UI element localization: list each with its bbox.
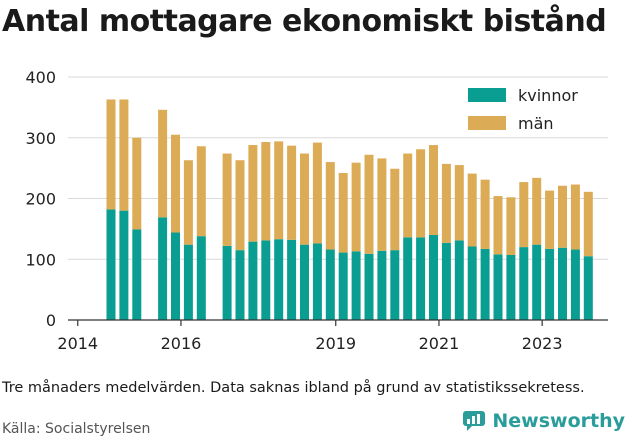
bar-man	[532, 177, 542, 245]
bar-man	[274, 141, 284, 240]
legend-label: kvinnor	[518, 86, 578, 105]
legend-swatch	[468, 116, 506, 130]
legend-label: män	[518, 114, 554, 133]
brand-name: Newsworthy	[492, 410, 625, 432]
axes: 0 100 200 300 400 2014 2016 2019 2021 2023	[25, 68, 608, 353]
legend: kvinnor män	[468, 86, 578, 133]
bar-man	[558, 185, 567, 248]
bar-kvinnor	[325, 249, 335, 320]
y-tick-label: 200	[25, 190, 56, 209]
bar-man	[493, 196, 503, 255]
bar-kvinnor	[416, 237, 426, 320]
x-tick-label: 2014	[57, 334, 98, 353]
bar-man	[519, 182, 529, 248]
bar-man	[106, 99, 116, 210]
x-tick-label: 2019	[315, 334, 356, 353]
newsworthy-logo-icon	[463, 411, 486, 431]
bar-kvinnor	[261, 240, 271, 320]
bar-kvinnor	[403, 237, 413, 320]
bar-man	[364, 154, 374, 254]
legend-swatch	[468, 88, 506, 102]
y-tick-label: 0	[46, 311, 56, 330]
bar-man	[183, 160, 193, 245]
bar-man	[261, 142, 271, 241]
bar-man	[222, 153, 232, 246]
bar-man	[248, 145, 258, 242]
bar-kvinnor	[235, 250, 245, 320]
bar-kvinnor	[351, 251, 361, 320]
bar-kvinnor	[132, 229, 142, 320]
bar-kvinnor	[338, 252, 348, 320]
bar-kvinnor	[300, 244, 309, 320]
x-tick-label: 2016	[161, 334, 202, 353]
bar-kvinnor	[364, 253, 374, 320]
bar-man	[287, 145, 297, 240]
bar-kvinnor	[106, 209, 116, 320]
bar-man	[454, 165, 464, 241]
bar-kvinnor	[583, 256, 593, 320]
bar-man	[480, 179, 490, 249]
bar-kvinnor	[519, 247, 529, 320]
bar-kvinnor	[390, 250, 400, 320]
bar-man	[171, 134, 180, 233]
bar-kvinnor	[274, 239, 284, 320]
brand-logo[interactable]: Newsworthy	[462, 410, 625, 432]
bar-man	[351, 162, 361, 252]
y-tick-label: 300	[25, 129, 56, 148]
bar-man	[570, 184, 580, 250]
bar-man	[441, 163, 451, 243]
chart-title: Antal mottagare ekonomiskt bistånd	[2, 4, 607, 39]
x-tick-label: 2023	[522, 334, 563, 353]
bar-kvinnor	[183, 244, 193, 320]
bar-kvinnor	[312, 243, 322, 320]
bar-kvinnor	[158, 217, 168, 320]
gridlines	[68, 76, 608, 260]
bar-kvinnor	[570, 249, 580, 320]
bar-man	[312, 142, 322, 244]
x-tick-label: 2021	[419, 334, 460, 353]
bars	[106, 99, 593, 320]
bar-kvinnor	[287, 239, 297, 320]
bar-kvinnor	[429, 234, 438, 320]
bar-kvinnor	[119, 210, 129, 320]
bar-man	[132, 137, 142, 230]
bar-man	[545, 190, 555, 249]
bar-kvinnor	[545, 248, 555, 320]
bar-man	[467, 173, 477, 247]
bar-kvinnor	[506, 254, 516, 320]
bar-man	[325, 162, 335, 250]
bar-kvinnor	[171, 232, 180, 320]
bar-kvinnor	[467, 246, 477, 320]
bar-man	[429, 145, 438, 235]
y-tick-label: 400	[25, 68, 56, 87]
bar-man	[403, 153, 413, 238]
bar-kvinnor	[558, 247, 567, 320]
y-tick-label: 100	[25, 250, 56, 269]
bar-man	[338, 172, 348, 253]
stacked-bar-chart: 0 100 200 300 400 2014 2016 2019 2021 2023 kvinno…	[25, 68, 608, 353]
bar-kvinnor	[222, 245, 232, 320]
bar-man	[158, 109, 168, 218]
bar-kvinnor	[480, 248, 490, 320]
bar-kvinnor	[248, 241, 258, 320]
bar-man	[506, 197, 516, 255]
bar-kvinnor	[454, 240, 464, 320]
bar-man	[416, 149, 426, 238]
bar-man	[196, 146, 206, 237]
bar-kvinnor	[493, 254, 503, 320]
bar-man	[235, 160, 245, 251]
chart-caption: Tre månaders medelvärden. Data saknas ib…	[2, 380, 585, 396]
bar-man	[583, 191, 593, 257]
bar-man	[377, 158, 387, 251]
bar-kvinnor	[532, 244, 542, 320]
bar-kvinnor	[196, 236, 206, 320]
bar-man	[300, 153, 309, 245]
bar-kvinnor	[377, 250, 387, 320]
bar-man	[119, 99, 129, 211]
bar-man	[390, 168, 400, 251]
source-note: Källa: Socialstyrelsen	[2, 421, 151, 437]
bar-kvinnor	[441, 242, 451, 320]
